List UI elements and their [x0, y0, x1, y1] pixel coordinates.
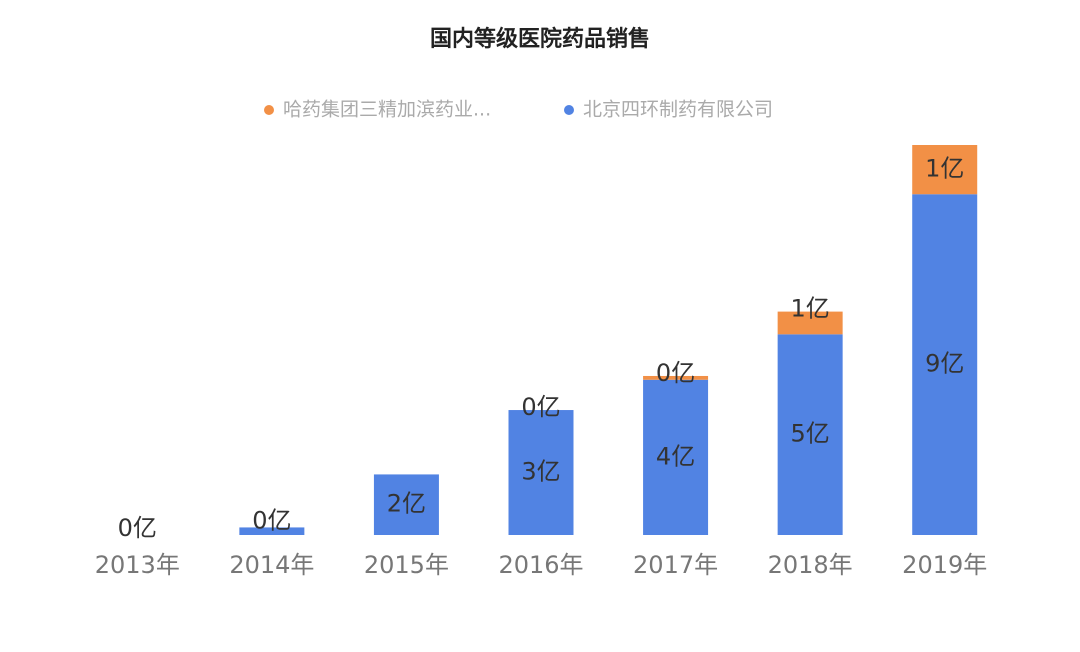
data-label: 4亿	[656, 442, 695, 470]
bar-segment	[912, 194, 978, 535]
data-label: 1亿	[925, 155, 964, 183]
bar-segment	[373, 474, 439, 535]
bar-segment	[777, 311, 843, 335]
bar-segment	[508, 410, 574, 535]
legend-marker	[564, 105, 574, 115]
data-label: 1亿	[791, 295, 830, 323]
data-label: 0亿	[521, 393, 560, 421]
data-label: 9亿	[925, 350, 964, 378]
data-label: 0亿	[118, 514, 157, 542]
bar-segment	[643, 379, 709, 535]
legend-label: 北京四环制药有限公司	[583, 99, 773, 121]
x-tick-label: 2017年	[633, 551, 718, 579]
legend-label: 哈药集团三精加滨药业...	[283, 99, 491, 121]
data-label: 0亿	[656, 359, 695, 387]
x-tick-label: 2018年	[768, 551, 853, 579]
x-tick-label: 2019年	[902, 551, 987, 579]
legend-marker	[264, 105, 274, 115]
data-label: 0亿	[252, 506, 291, 534]
x-tick-label: 2015年	[364, 551, 449, 579]
chart-title: 国内等级医院药品销售	[430, 26, 650, 52]
bar-segment	[643, 375, 709, 380]
data-label: 2亿	[387, 490, 426, 518]
bar-segment	[912, 145, 978, 195]
x-tick-label: 2014年	[229, 551, 314, 579]
x-tick-label: 2013年	[95, 551, 180, 579]
x-tick-label: 2016年	[498, 551, 583, 579]
data-label: 3亿	[521, 458, 560, 486]
bar-segment	[239, 527, 305, 535]
data-label: 5亿	[791, 420, 830, 448]
bar-segment	[777, 334, 843, 535]
